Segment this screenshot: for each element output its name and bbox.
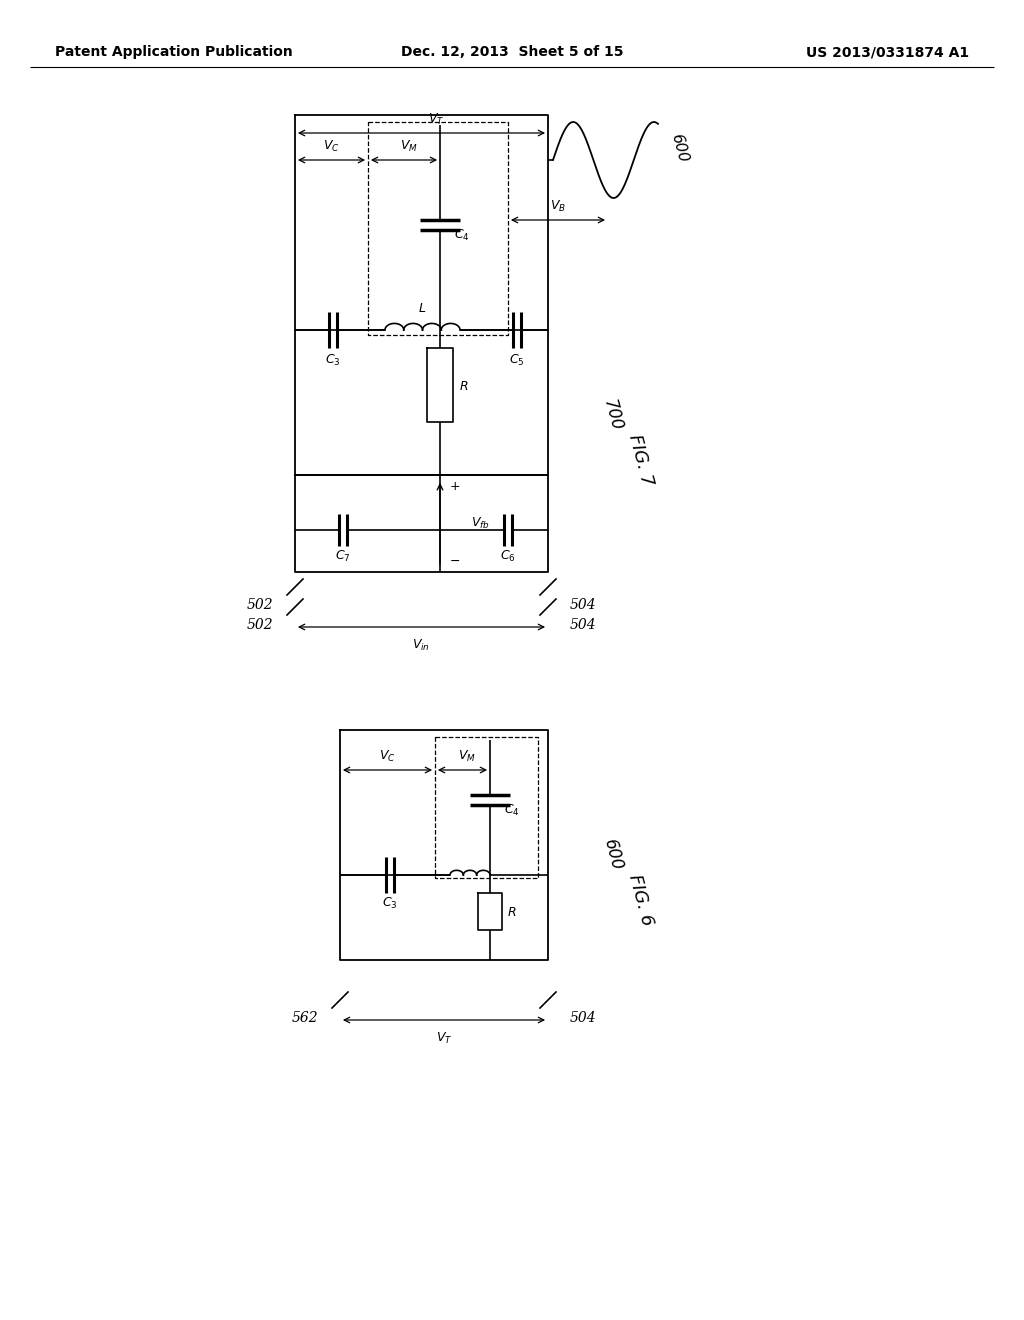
Text: $C_7$: $C_7$	[335, 548, 351, 564]
Text: $V_B$: $V_B$	[550, 198, 566, 214]
Text: 700: 700	[600, 397, 626, 433]
Text: $R$: $R$	[507, 907, 517, 920]
Text: $V_T$: $V_T$	[436, 1031, 453, 1045]
Text: $C_4$: $C_4$	[454, 227, 470, 243]
Text: 600: 600	[600, 837, 626, 873]
Text: $V_C$: $V_C$	[323, 139, 339, 153]
Text: $C_4$: $C_4$	[504, 803, 520, 817]
Text: Patent Application Publication: Patent Application Publication	[55, 45, 293, 59]
Text: $+$: $+$	[450, 480, 461, 494]
Text: $C_6$: $C_6$	[500, 548, 516, 564]
Text: Dec. 12, 2013  Sheet 5 of 15: Dec. 12, 2013 Sheet 5 of 15	[400, 45, 624, 59]
Text: $V_T$: $V_T$	[428, 111, 444, 127]
Text: FIG. 7: FIG. 7	[625, 432, 656, 488]
Text: $C_3$: $C_3$	[382, 895, 397, 911]
Text: $R$: $R$	[459, 380, 469, 393]
Text: 502: 502	[247, 618, 273, 632]
Text: 562: 562	[292, 1011, 318, 1026]
Text: $C_5$: $C_5$	[509, 352, 524, 367]
Text: 502: 502	[247, 598, 273, 612]
Text: US 2013/0331874 A1: US 2013/0331874 A1	[806, 45, 969, 59]
Text: $L$: $L$	[418, 301, 426, 314]
Text: $-$: $-$	[450, 553, 461, 566]
Text: 600: 600	[668, 132, 690, 164]
Text: $V_M$: $V_M$	[400, 139, 418, 153]
Text: 504: 504	[570, 598, 597, 612]
Text: $V_M$: $V_M$	[458, 748, 476, 763]
Text: 504: 504	[570, 1011, 597, 1026]
Text: $V_{in}$: $V_{in}$	[412, 638, 430, 652]
Text: 504: 504	[570, 618, 597, 632]
Text: FIG. 6: FIG. 6	[625, 873, 656, 928]
Text: $V_C$: $V_C$	[379, 748, 395, 763]
Text: $C_3$: $C_3$	[326, 352, 341, 367]
Text: $V_{fb}$: $V_{fb}$	[471, 515, 489, 531]
